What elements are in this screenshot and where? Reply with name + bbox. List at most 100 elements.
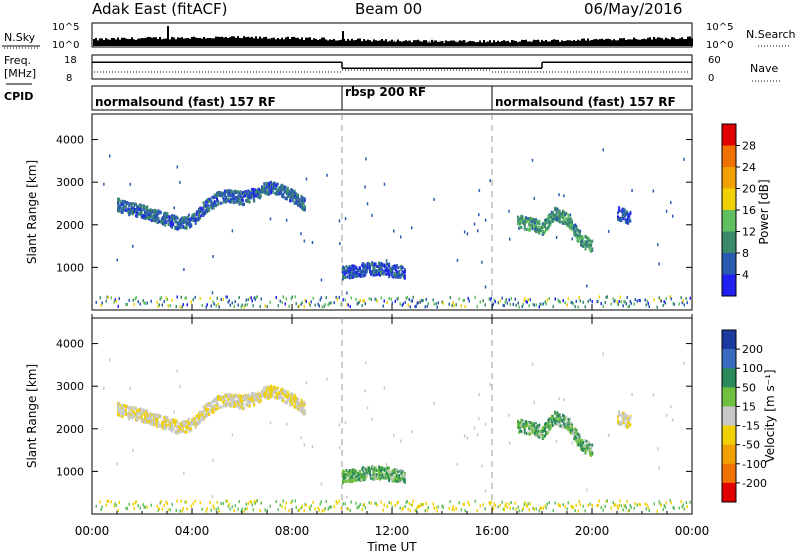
power-ground-scatter — [275, 296, 277, 300]
power-echo-1 — [344, 269, 347, 273]
power-echo-1 — [351, 264, 353, 268]
power-echo-0 — [165, 211, 168, 215]
search-noise-point — [501, 41, 503, 43]
power-echo-1 — [392, 275, 395, 279]
velocity-ground-scatter — [492, 506, 494, 510]
velocity-echo-0 — [237, 401, 240, 405]
power-echo-0 — [128, 204, 131, 208]
power-ground-scatter — [567, 297, 569, 301]
power-echo-2 — [575, 225, 578, 229]
velocity-echo-0 — [160, 421, 163, 425]
power-ground-scatter — [132, 298, 134, 302]
velocity-echo-2 — [538, 432, 541, 436]
power-echo-1 — [384, 268, 387, 272]
power-echo-2 — [529, 225, 532, 229]
velocity-echo-0 — [290, 392, 293, 396]
power-echo-0 — [182, 225, 185, 229]
power-echo-2 — [556, 207, 559, 211]
power-echo-3 — [620, 219, 623, 223]
velocity-echo-0 — [259, 395, 262, 399]
power-ground-scatter — [540, 302, 542, 306]
velocity-ground-scatter — [484, 507, 486, 511]
power-echo-0 — [133, 208, 136, 212]
velocity-ground-scatter — [156, 504, 158, 508]
velocity-echo-0 — [213, 405, 216, 409]
velocity-echo-0 — [254, 396, 257, 400]
velocity-ground-scatter — [432, 502, 434, 506]
search-noise-point — [555, 43, 557, 45]
power-sparse-echo — [360, 274, 363, 278]
power-ground-scatter — [415, 304, 417, 308]
velocity-ground-scatter — [226, 499, 228, 503]
power-echo-1 — [372, 262, 375, 266]
power-echo-0 — [131, 208, 134, 212]
power-echo-0 — [295, 193, 298, 197]
power-echo-2 — [573, 233, 576, 237]
power-echo-0 — [222, 200, 225, 204]
power-echo-0 — [276, 192, 279, 196]
power-echo-0 — [225, 197, 227, 201]
power-echo-0 — [286, 190, 289, 194]
velocity-cbar-tick-label: -50 — [742, 439, 760, 452]
power-echo-0 — [255, 193, 258, 197]
velocity-echo-0 — [127, 405, 130, 409]
search-noise-point — [601, 40, 603, 42]
power-echo-0 — [258, 188, 261, 192]
noise-bar — [641, 39, 643, 46]
noise-bar — [513, 40, 515, 46]
x-tick-label: 00:00 — [675, 524, 710, 538]
velocity-ground-scatter — [376, 503, 378, 507]
power-echo-1 — [362, 262, 365, 266]
power-ground-scatter — [380, 296, 382, 300]
power-echo-0 — [199, 206, 202, 210]
search-noise-point — [193, 41, 195, 43]
power-echo-1 — [374, 272, 377, 276]
search-noise-point — [201, 43, 203, 45]
velocity-echo-0 — [182, 429, 185, 433]
power-echo-0 — [180, 223, 182, 227]
power-echo-0 — [282, 188, 285, 192]
velocity-echo-0 — [194, 425, 197, 429]
velocity-ground-scatter — [110, 500, 112, 504]
search-noise-point — [651, 41, 653, 43]
velocity-ground-scatter — [639, 503, 641, 507]
velocity-echo-2 — [528, 432, 531, 436]
power-echo-0 — [194, 218, 197, 222]
search-noise-point — [111, 41, 113, 43]
power-ground-scatter — [282, 295, 284, 299]
power-ground-scatter — [361, 304, 363, 308]
power-echo-0 — [250, 194, 253, 198]
power-ground-scatter — [545, 302, 547, 306]
velocity-echo-0 — [176, 425, 179, 429]
power-echo-1 — [380, 272, 383, 276]
velocity-ground-scatter — [575, 503, 577, 507]
power-ground-scatter — [562, 299, 564, 303]
search-noise-point — [355, 40, 357, 42]
power-echo-0 — [158, 219, 161, 223]
velocity-ground-scatter — [401, 508, 403, 512]
velocity-echo-0 — [245, 395, 248, 399]
power-echo-2 — [568, 220, 571, 224]
velocity-echo-1 — [371, 465, 374, 469]
velocity-echo-0 — [226, 403, 229, 407]
velocity-echo-0 — [301, 400, 304, 404]
power-echo-2 — [537, 230, 540, 234]
noise-bar — [307, 37, 309, 46]
power-ground-scatter — [678, 302, 680, 306]
power-ground-scatter — [546, 298, 548, 302]
velocity-echo-2 — [549, 419, 552, 423]
velocity-echo-1 — [396, 474, 398, 478]
power-ground-scatter — [388, 296, 390, 300]
noise-bar — [349, 40, 351, 46]
power-sparse-echo — [365, 157, 367, 161]
velocity-echo-2 — [576, 440, 579, 444]
velocity-echo-1 — [343, 472, 346, 476]
power-echo-0 — [288, 193, 290, 197]
power-sparse-echo — [231, 229, 234, 233]
velocity-sparse-echo — [364, 389, 366, 393]
velocity-ground-scatter — [336, 501, 338, 505]
power-echo-0 — [164, 215, 167, 219]
velocity-echo-1 — [354, 474, 357, 478]
velocity-echo-0 — [193, 422, 196, 426]
power-sparse-echo — [252, 197, 255, 201]
